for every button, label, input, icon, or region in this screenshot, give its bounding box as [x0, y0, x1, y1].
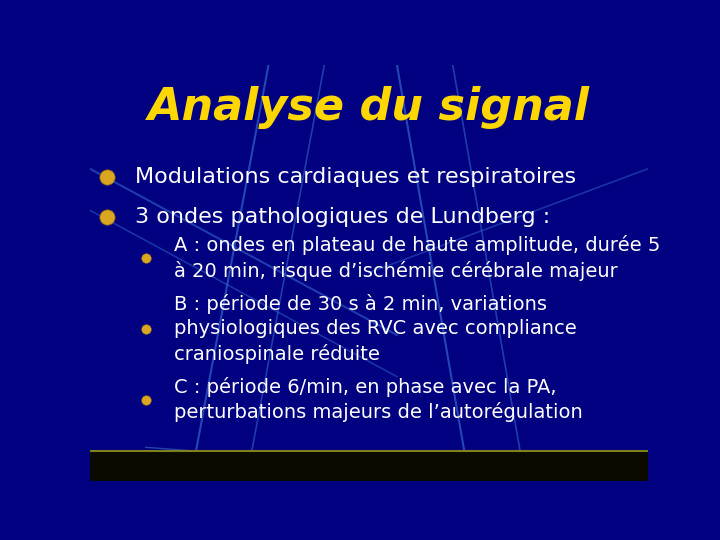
Text: A : ondes en plateau de haute amplitude, durée 5
à 20 min, risque d’ischémie cér: A : ondes en plateau de haute amplitude,…: [174, 235, 660, 281]
Text: B : période de 30 s à 2 min, variations
physiologiques des RVC avec compliance
c: B : période de 30 s à 2 min, variations …: [174, 294, 577, 364]
Text: Analyse du signal: Analyse du signal: [148, 85, 590, 129]
Text: 3 ondes pathologiques de Lundberg :: 3 ondes pathologiques de Lundberg :: [135, 207, 550, 227]
Text: C : période 6/min, en phase avec la PA,
perturbations majeurs de l’autorégulatio: C : période 6/min, en phase avec la PA, …: [174, 377, 582, 422]
Text: Modulations cardiaques et respiratoires: Modulations cardiaques et respiratoires: [135, 167, 576, 187]
Bar: [90, 451, 648, 481]
